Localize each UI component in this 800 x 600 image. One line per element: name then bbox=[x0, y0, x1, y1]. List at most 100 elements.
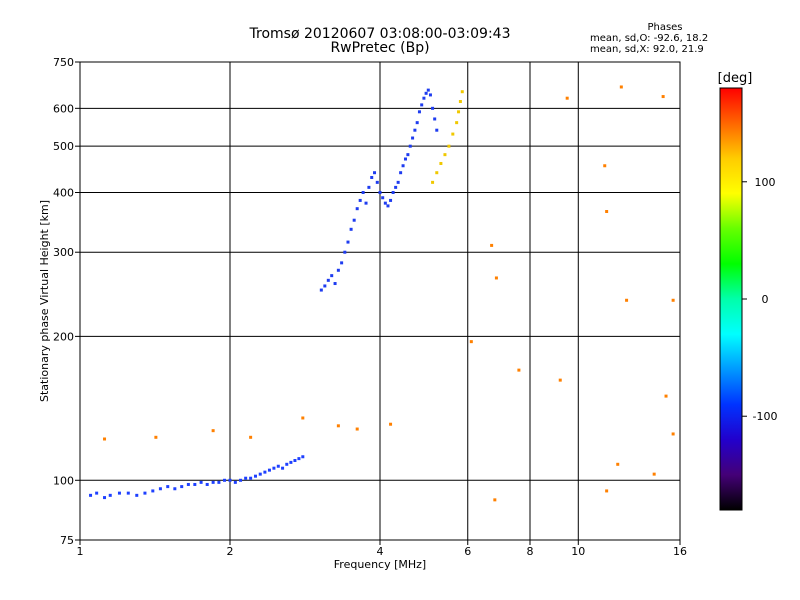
data-point bbox=[426, 88, 430, 92]
data-point bbox=[108, 493, 112, 497]
data-point bbox=[336, 424, 340, 428]
data-point bbox=[435, 128, 439, 132]
data-point bbox=[249, 435, 253, 439]
data-point bbox=[154, 435, 158, 439]
data-point bbox=[625, 298, 629, 302]
data-point bbox=[428, 93, 432, 97]
data-point bbox=[267, 468, 271, 472]
stats-o-line: mean, sd,O: -92.6, 18.2 bbox=[590, 33, 709, 44]
data-point bbox=[616, 462, 620, 466]
data-point bbox=[258, 472, 262, 476]
data-point bbox=[396, 180, 400, 184]
data-point bbox=[603, 164, 607, 168]
data-point bbox=[211, 480, 215, 484]
data-point bbox=[281, 466, 285, 470]
data-point bbox=[494, 276, 498, 280]
colorbar-tick-label: 100 bbox=[755, 176, 776, 189]
data-point bbox=[239, 478, 243, 482]
data-point bbox=[319, 288, 323, 292]
data-point bbox=[447, 144, 451, 148]
data-point bbox=[336, 268, 340, 272]
chart-title: Tromsø 20120607 03:08:00-03:09:43 bbox=[249, 26, 511, 42]
y-tick-label: 400 bbox=[53, 186, 74, 199]
y-tick-label: 750 bbox=[53, 56, 74, 69]
data-point bbox=[95, 491, 99, 495]
data-point bbox=[652, 472, 656, 476]
x-tick-label: 8 bbox=[527, 545, 534, 558]
data-point bbox=[205, 482, 209, 486]
data-point bbox=[431, 106, 435, 110]
data-point bbox=[173, 487, 177, 491]
data-point bbox=[272, 466, 276, 470]
data-point bbox=[361, 190, 365, 194]
data-point bbox=[193, 482, 197, 486]
data-point bbox=[143, 491, 147, 495]
data-point bbox=[249, 476, 253, 480]
data-point bbox=[664, 394, 668, 398]
colorbar-gradient bbox=[719, 87, 743, 511]
y-tick-label: 100 bbox=[53, 474, 74, 487]
x-tick-label: 10 bbox=[571, 545, 585, 558]
stats-x-line: mean, sd,X: 92.0, 21.9 bbox=[590, 44, 704, 55]
data-point bbox=[166, 485, 170, 489]
data-point bbox=[126, 491, 130, 495]
data-point bbox=[671, 432, 675, 436]
data-point bbox=[223, 478, 227, 482]
data-point bbox=[253, 474, 257, 478]
data-point bbox=[228, 478, 232, 482]
data-point bbox=[493, 498, 497, 502]
data-point bbox=[293, 458, 297, 462]
data-point bbox=[401, 164, 405, 168]
data-point bbox=[408, 144, 412, 148]
data-point bbox=[389, 422, 393, 426]
data-point bbox=[375, 180, 379, 184]
data-point bbox=[89, 493, 93, 497]
data-point bbox=[661, 95, 665, 99]
data-point bbox=[367, 185, 371, 189]
data-point bbox=[411, 136, 415, 140]
data-point bbox=[433, 117, 437, 121]
data-point bbox=[151, 489, 155, 493]
phase-stats: Phases mean, sd,O: -92.6, 18.2 mean, sd,… bbox=[590, 22, 740, 55]
data-point bbox=[420, 103, 424, 107]
colorbar-tick-label: 0 bbox=[762, 293, 769, 306]
data-point bbox=[180, 485, 184, 489]
data-point bbox=[517, 368, 521, 372]
data-point bbox=[358, 198, 362, 202]
data-point bbox=[158, 487, 162, 491]
data-point bbox=[186, 482, 190, 486]
grid bbox=[80, 62, 680, 540]
data-point bbox=[671, 298, 675, 302]
data-point bbox=[199, 480, 203, 484]
data-points bbox=[89, 85, 675, 502]
data-point bbox=[323, 284, 327, 288]
data-point bbox=[364, 201, 368, 205]
y-tick-label: 300 bbox=[53, 246, 74, 259]
data-point bbox=[217, 480, 221, 484]
data-point bbox=[285, 462, 289, 466]
data-point bbox=[343, 250, 347, 254]
data-point bbox=[439, 161, 443, 165]
data-point bbox=[263, 470, 267, 474]
data-point bbox=[383, 201, 387, 205]
data-point bbox=[352, 218, 356, 222]
y-tick-label: 75 bbox=[60, 534, 74, 547]
x-tick-label: 6 bbox=[464, 545, 471, 558]
data-point bbox=[117, 491, 121, 495]
data-point bbox=[340, 261, 344, 265]
data-point bbox=[451, 132, 455, 136]
data-point bbox=[605, 489, 609, 493]
data-point bbox=[399, 171, 403, 175]
data-point bbox=[457, 110, 461, 114]
colorbar-tick-label: -100 bbox=[753, 410, 778, 423]
y-tick-label: 600 bbox=[53, 102, 74, 115]
stats-heading: Phases bbox=[647, 22, 683, 33]
data-point bbox=[233, 480, 237, 484]
data-point bbox=[403, 157, 407, 161]
data-point bbox=[431, 180, 435, 184]
data-point bbox=[349, 227, 353, 231]
data-point bbox=[211, 429, 215, 433]
x-axis: 1 2 4 6 8 10 16 bbox=[77, 540, 687, 558]
data-point bbox=[301, 455, 305, 459]
